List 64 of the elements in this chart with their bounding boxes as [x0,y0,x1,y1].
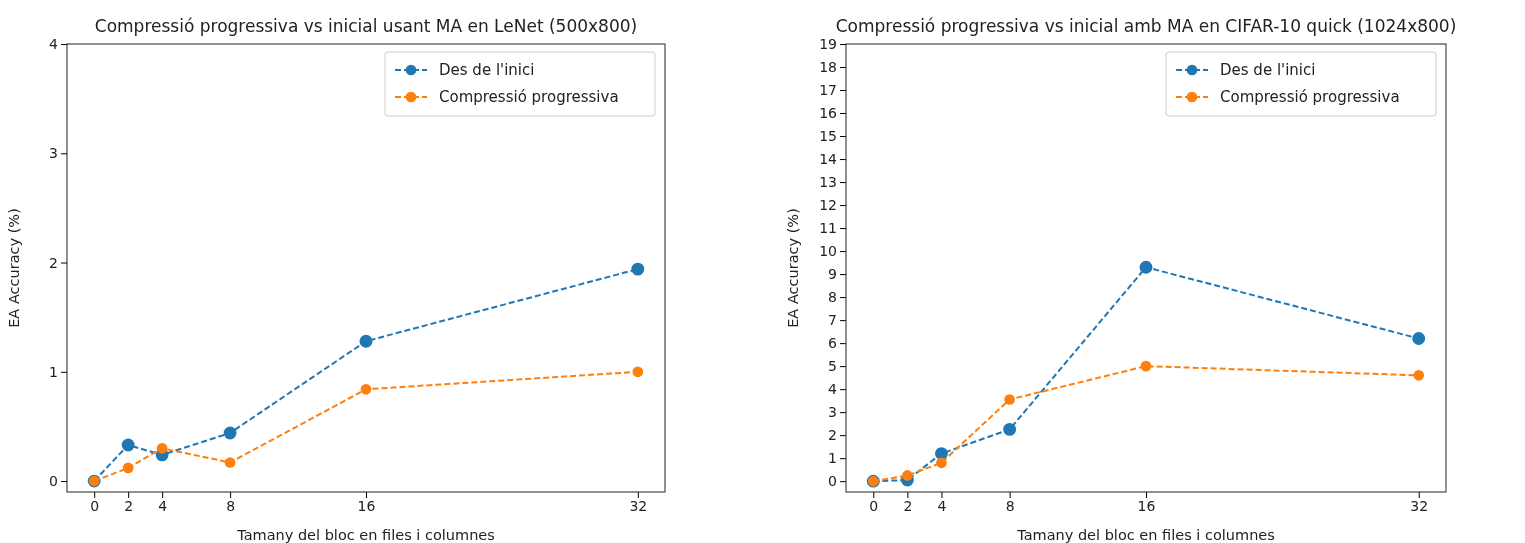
point [122,462,134,474]
y-tick-label: 2 [49,254,58,271]
x-axis-title: Tamany del bloc en files i columnes [236,527,495,543]
y-tick-label: 17 [819,82,837,98]
y-tick-label: 12 [819,197,837,214]
y-tick-label: 18 [819,58,837,75]
legend-label: Compressió progressiva [1220,88,1400,106]
point [1139,260,1153,274]
point [1413,370,1425,381]
legend-label: Des de l'inici [1220,61,1316,79]
x-tick-label: 16 [357,497,376,514]
x-tick-label: 16 [1137,497,1156,514]
x-tick-label: 0 [869,497,879,514]
y-tick-label: 7 [828,312,837,329]
x-tick-label: 32 [629,497,648,514]
chart-title: Compressió progressiva vs inicial amb MA en CIFAR-10 quick (1024x800) [835,16,1457,36]
x-tick-label: 32 [1410,497,1429,514]
point [359,334,373,348]
point [631,262,645,276]
point [121,438,135,452]
y-tick-label: 11 [819,220,837,237]
point [936,457,947,469]
x-axis-title: Tamany del bloc en files i columnes [1016,527,1275,543]
legend-label: Des de l'inici [439,61,535,79]
y-tick-label: 4 [49,35,59,52]
x-tick-label: 8 [226,497,236,514]
x-tick-label: 2 [124,497,134,514]
x-tick-label: 8 [1005,497,1015,514]
point [224,457,236,468]
x-tick-label: 2 [903,497,913,514]
point [902,470,913,481]
y-tick-label: 0 [49,473,58,490]
point [1003,422,1017,436]
y-tick-label: 3 [49,145,58,162]
x-tick-label: 4 [158,497,168,514]
chart-title: Compressió progressiva vs inicial usant MA en LeNet (500x800) [94,16,638,36]
y-tick-label: 6 [828,335,838,352]
y-tick-label: 5 [828,358,837,375]
point [632,366,644,378]
legend-label: Compressió progressiva [439,88,619,106]
point [360,383,372,395]
y-tick-label: 13 [819,174,837,191]
point [156,442,168,454]
point [1004,394,1015,405]
x-tick-label: 0 [90,497,100,514]
point [223,426,237,440]
y-tick-label: 1 [828,450,837,467]
x-tick-label: 4 [937,497,947,514]
y-tick-label: 15 [819,128,837,145]
y-tick-label: 16 [819,105,838,122]
point [1140,360,1152,372]
y-tick-label: 19 [819,35,837,52]
y-tick-label: 1 [49,363,58,380]
y-tick-label: 3 [828,404,837,421]
y-tick-label: 14 [819,151,838,168]
y-tick-label: 10 [819,243,837,260]
y-tick-label: 0 [828,473,837,490]
y-tick-label: 2 [828,427,837,444]
y-tick-label: 9 [828,266,837,283]
y-tick-label: 8 [828,289,837,306]
y-axis-title: EA Accuracy (%) [6,208,22,328]
point [1412,332,1426,345]
y-axis-title: EA Accuracy (%) [785,208,801,328]
y-tick-label: 4 [828,381,838,398]
